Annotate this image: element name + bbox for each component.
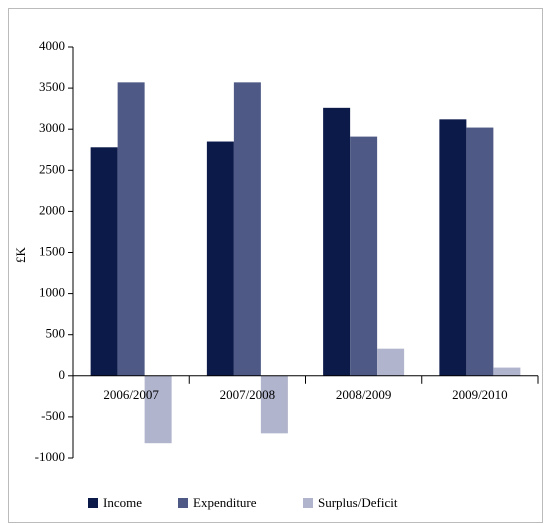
y-tick-label: 3500 <box>39 79 65 94</box>
bar <box>377 348 405 376</box>
bar <box>350 136 378 376</box>
bar <box>233 82 261 376</box>
bar <box>90 147 118 376</box>
y-tick-label: 2000 <box>39 202 65 217</box>
x-tick-label: 2007/2008 <box>220 387 276 402</box>
bar <box>323 107 351 376</box>
y-tick-label: 1500 <box>39 243 65 258</box>
bar <box>144 375 172 444</box>
y-tick-label: 0 <box>59 367 66 382</box>
bar <box>117 82 145 376</box>
y-tick-label: 2500 <box>39 161 65 176</box>
x-tick-label: 2008/2009 <box>336 387 392 402</box>
legend-swatch <box>88 498 98 508</box>
x-tick-label: 2006/2007 <box>103 387 159 402</box>
y-tick-label: 4000 <box>39 38 65 53</box>
x-tick-label: 2009/2010 <box>452 387 508 402</box>
legend-label: Surplus/Deficit <box>318 495 398 510</box>
y-tick-label: 1000 <box>39 285 65 300</box>
bar <box>466 127 494 376</box>
legend-label: Income <box>103 495 142 510</box>
bar <box>260 375 288 434</box>
legend-label: Expenditure <box>193 495 257 510</box>
chart-frame <box>8 8 543 523</box>
y-axis-label: £K <box>13 246 28 263</box>
bar <box>206 141 234 376</box>
y-tick-label: -1000 <box>35 449 65 464</box>
y-tick-label: 500 <box>46 326 66 341</box>
bar <box>493 367 521 376</box>
bar <box>439 119 467 376</box>
y-tick-label: -500 <box>41 408 65 423</box>
legend-swatch <box>303 498 313 508</box>
y-tick-label: 3000 <box>39 120 65 135</box>
legend-swatch <box>178 498 188 508</box>
